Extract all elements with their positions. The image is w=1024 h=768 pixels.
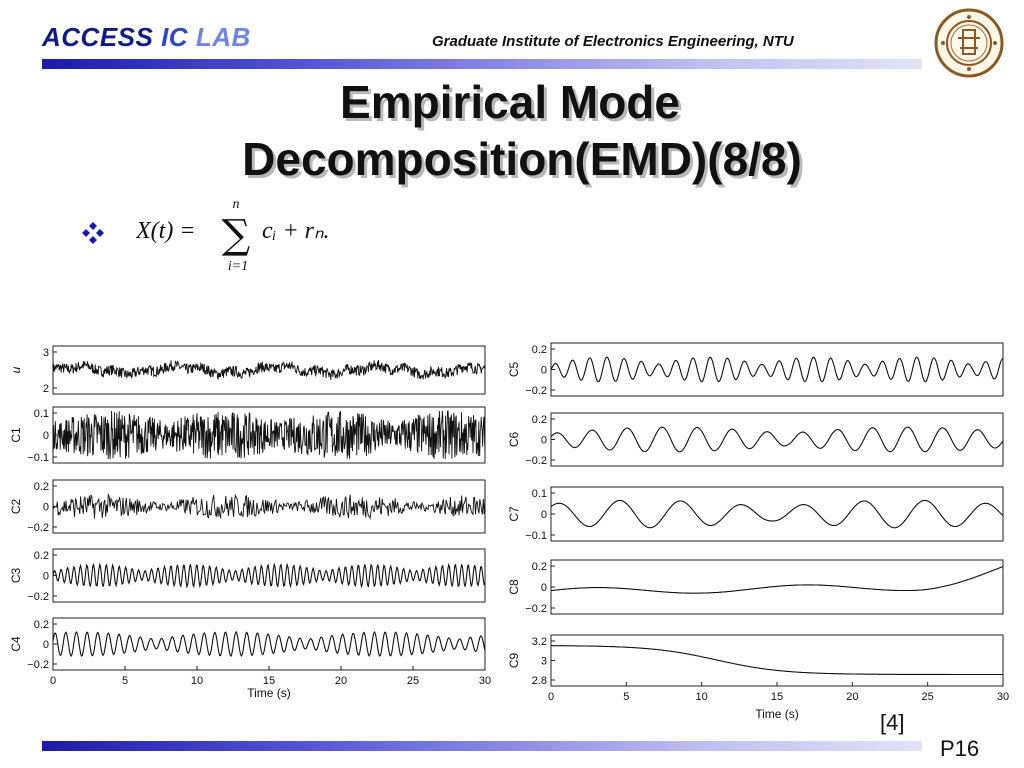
svg-text:X(t) =: X(t) = bbox=[136, 218, 196, 244]
ytick-label-C2: 0 bbox=[43, 502, 49, 514]
emd-imf-chart: 32u0.10−0.1C10.20−0.2C20.20−0.2C30.20−0.… bbox=[9, 342, 1009, 721]
xtick-label: 30 bbox=[997, 691, 1009, 703]
ytick-label-C8: 0 bbox=[541, 582, 547, 594]
xtick-label: 0 bbox=[50, 675, 56, 687]
panel-label-u: u bbox=[9, 366, 23, 373]
page-number: P16 bbox=[940, 736, 980, 761]
xtick-label: 0 bbox=[548, 691, 554, 703]
x-axis-label: Time (s) bbox=[755, 707, 799, 721]
x-axis-label: Time (s) bbox=[247, 686, 291, 700]
footer-gradient-bar bbox=[42, 741, 922, 751]
ytick-label-C3: −0.2 bbox=[27, 591, 49, 603]
ytick-label-C8: 0.2 bbox=[532, 561, 547, 573]
slide-title-line2: Decomposition(EMD)(8/8) bbox=[242, 133, 802, 185]
institute-name: Graduate Institute of Electronics Engine… bbox=[432, 33, 794, 50]
ytick-label-u: 3 bbox=[43, 347, 49, 359]
waveform-C1 bbox=[52, 410, 486, 460]
ytick-label-C1: −0.1 bbox=[27, 452, 49, 464]
panel-frame-C8 bbox=[550, 559, 1004, 615]
waveform-C9 bbox=[551, 645, 1003, 676]
slide-title-line1: Empirical Mode bbox=[340, 76, 680, 128]
xtick-label: 15 bbox=[263, 675, 275, 687]
reference-citation: [4] bbox=[880, 710, 905, 735]
xtick-label: 15 bbox=[771, 691, 783, 703]
ytick-label-C7: 0.1 bbox=[532, 488, 547, 500]
panel-label-C6: C6 bbox=[507, 432, 521, 448]
xtick-label: 30 bbox=[479, 675, 491, 687]
svg-text:n: n bbox=[233, 197, 240, 212]
ytick-label-C9: 2.8 bbox=[532, 675, 547, 687]
panel-frame-C7 bbox=[550, 486, 1004, 542]
ytick-label-C5: 0 bbox=[541, 365, 547, 377]
panel-frame-C9 bbox=[550, 634, 1004, 687]
svg-text:∑: ∑ bbox=[222, 212, 251, 258]
ytick-label-C6: 0 bbox=[541, 435, 547, 447]
xtick-label: 5 bbox=[623, 691, 629, 703]
svg-text:i=1: i=1 bbox=[228, 259, 248, 274]
xtick-label: 5 bbox=[122, 675, 128, 687]
emd-formula: X(t) = n ∑ i=1 cᵢ + rₙ. bbox=[136, 197, 330, 274]
ytick-label-C2: 0.2 bbox=[34, 481, 49, 493]
university-seal-icon bbox=[934, 8, 1004, 78]
ytick-label-C4: 0.2 bbox=[34, 619, 49, 631]
ytick-label-C6: −0.2 bbox=[525, 455, 547, 467]
panel-label-C5: C5 bbox=[507, 362, 521, 378]
ytick-label-C3: 0.2 bbox=[34, 550, 49, 562]
waveform-u bbox=[52, 359, 486, 381]
ytick-label-C4: −0.2 bbox=[27, 659, 49, 671]
panel-label-C3: C3 bbox=[9, 568, 23, 584]
ytick-label-C6: 0.2 bbox=[532, 414, 547, 426]
diamond-bullet-icon bbox=[82, 222, 104, 244]
lab-logo: ACCESS IC LAB bbox=[42, 22, 251, 52]
panel-label-C1: C1 bbox=[9, 427, 23, 443]
header-gradient-bar bbox=[42, 59, 922, 69]
ytick-label-u: 2 bbox=[43, 383, 49, 395]
xtick-label: 10 bbox=[696, 691, 708, 703]
ytick-label-C4: 0 bbox=[43, 639, 49, 651]
ytick-label-C2: −0.2 bbox=[27, 522, 49, 534]
panel-frame-C5 bbox=[550, 342, 1004, 397]
waveform-C7 bbox=[550, 499, 1004, 529]
svg-text:cᵢ + rₙ.: cᵢ + rₙ. bbox=[262, 218, 330, 244]
xtick-label: 25 bbox=[407, 675, 419, 687]
ytick-label-C7: 0 bbox=[541, 509, 547, 521]
xtick-label: 20 bbox=[335, 675, 347, 687]
ytick-label-C9: 3.2 bbox=[532, 636, 547, 648]
panel-label-C2: C2 bbox=[9, 499, 23, 515]
panel-label-C4: C4 bbox=[9, 636, 23, 652]
ytick-label-C5: 0.2 bbox=[532, 344, 547, 356]
panel-label-C8: C8 bbox=[507, 579, 521, 595]
waveform-C2 bbox=[52, 493, 486, 521]
ytick-label-C1: 0 bbox=[43, 430, 49, 442]
panel-label-C9: C9 bbox=[507, 653, 521, 669]
xtick-label: 10 bbox=[191, 675, 203, 687]
ytick-label-C8: −0.2 bbox=[525, 603, 547, 615]
waveform-C4 bbox=[52, 630, 486, 658]
ytick-label-C3: 0 bbox=[43, 571, 49, 583]
waveform-C8 bbox=[550, 565, 1004, 594]
waveform-C6 bbox=[550, 426, 1004, 453]
panel-label-C7: C7 bbox=[507, 506, 521, 522]
xtick-label: 20 bbox=[846, 691, 858, 703]
waveform-C5 bbox=[550, 356, 1004, 383]
ytick-label-C7: −0.1 bbox=[525, 530, 547, 542]
ytick-label-C9: 3 bbox=[541, 656, 547, 668]
ytick-label-C5: −0.2 bbox=[525, 385, 547, 397]
ytick-label-C1: 0.1 bbox=[34, 408, 49, 420]
waveform-C3 bbox=[52, 562, 486, 589]
xtick-label: 25 bbox=[922, 691, 934, 703]
